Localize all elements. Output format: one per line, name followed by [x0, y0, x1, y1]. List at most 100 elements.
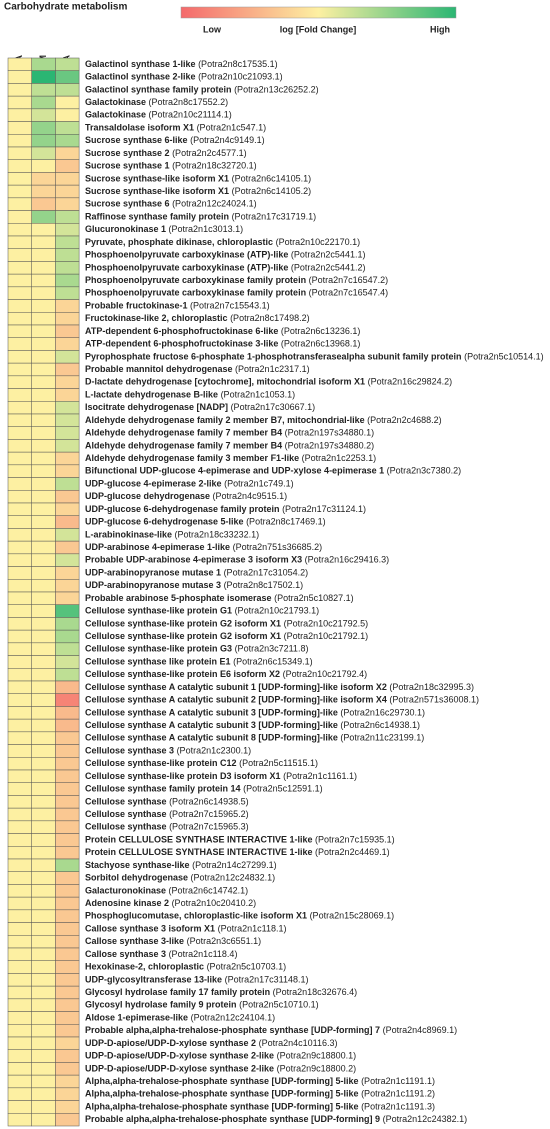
heatmap-cell [55, 1113, 80, 1127]
gene-id: (Potra2n1c1191.3) [361, 1102, 435, 1112]
gene-id: (Potra2n8c17535.1) [198, 59, 278, 69]
gene-id: (Potra2n7c15935.1) [315, 835, 395, 845]
row-label: Probable mannitol dehydrogenase (Potra2n… [85, 364, 310, 374]
heatmap-cell [55, 121, 80, 135]
gene-name: Cellulose synthase A catalytic subunit 8… [85, 733, 338, 743]
gene-name: Glycosyl hydrolase family 9 protein [85, 1000, 237, 1010]
heatmap-cell [55, 1049, 80, 1063]
heatmap-cell [31, 108, 56, 122]
gene-id: (Potra2n197s34880.2) [285, 441, 375, 451]
heatmap-cell [55, 553, 80, 567]
row-label: Callose synthase 3-like (Potra2n3c6551.1… [85, 937, 261, 947]
gene-name: UDP-D-apiose/UDP-D-xylose synthase 2 [85, 1038, 256, 1048]
gene-name: Raffinose synthase family protein [85, 212, 229, 222]
heatmap-cell [31, 515, 56, 529]
heatmap-cell [55, 566, 80, 580]
gene-id: (Potra2n15c28069.1) [310, 911, 395, 921]
heatmap-cell [55, 324, 80, 338]
row-label: Probable alpha,alpha-trehalose-phosphate… [85, 1115, 467, 1125]
heatmap-cell [31, 426, 56, 440]
heatmap-cell [55, 1036, 80, 1050]
row-label: Alpha,alpha-trehalose-phosphate synthase… [85, 1076, 435, 1086]
row-label: Pyrophosphate fructose 6-phosphate 1-pho… [85, 352, 544, 362]
gene-name: Galactinol synthase 1-like [85, 59, 196, 69]
gene-id: (Potra2n12c24104.1) [191, 1013, 276, 1023]
row-label: Cellulose synthase A catalytic subunit 3… [85, 720, 420, 730]
heatmap-cell [55, 604, 80, 618]
row-label: Alpha,alpha-trehalose-phosphate synthase… [85, 1102, 435, 1112]
heatmap-cell [31, 871, 56, 885]
gene-name: Aldehyde dehydrogenase family 3 member F… [85, 453, 299, 463]
gene-id: (Potra2n2c5441.1) [291, 250, 366, 260]
gene-id: (Potra2n6c14105.2) [232, 186, 312, 196]
heatmap-cell [55, 579, 80, 593]
heatmap-cell [31, 591, 56, 605]
heatmap-cell [31, 960, 56, 974]
heatmap-cell [31, 629, 56, 644]
heatmap-cell [7, 1062, 32, 1076]
heatmap-cell [55, 235, 80, 249]
heatmap-cell [31, 655, 56, 669]
heatmap-cell [55, 57, 80, 71]
colorbar-low-label: Low [203, 24, 222, 34]
row-label: Probable arabinose 5-phosphate isomerase… [85, 593, 354, 603]
gene-name: L-lactate dehydrogenase B-like [85, 390, 218, 400]
gene-id: (Potra2n8c17552.2) [149, 97, 229, 107]
heatmap-cell [31, 528, 56, 542]
heatmap-cell [31, 362, 56, 377]
gene-id: (Potra2n17c31719.1) [232, 212, 317, 222]
heatmap-cell [7, 273, 32, 288]
row-label: Cellulose synthase-like protein G3 (Potr… [85, 644, 308, 654]
gene-id: (Potra2n10c21792.5) [284, 619, 369, 629]
row-label: Galacturonokinase (Potra2n6c14742.1) [85, 886, 248, 896]
gene-id: (Potra2n6c15349.1) [233, 657, 313, 667]
heatmap-cell [31, 858, 56, 872]
gene-name: Sucrose synthase-like isoform X1 [85, 174, 229, 184]
row-label: Cellulose synthase-like protein G2 isofo… [85, 631, 368, 641]
heatmap-cell [55, 362, 80, 377]
heatmap-cell [31, 159, 56, 173]
heatmap-cell [31, 935, 56, 949]
heatmap-cell [7, 998, 32, 1012]
gene-name: Galactokinase [85, 110, 146, 120]
heatmap-cell [55, 973, 80, 987]
heatmap-cell [55, 706, 80, 720]
gene-id: (Potra2n7c16547.2) [309, 275, 389, 285]
heatmap-cell [31, 490, 56, 504]
gene-name: Cellulose synthase-like protein G1 [85, 606, 232, 616]
heatmap-cell [31, 83, 56, 97]
gene-name: Probable alpha,alpha-trehalose-phosphate… [85, 1026, 380, 1036]
gene-name: Cellulose synthase A catalytic subunit 3… [85, 708, 338, 718]
heatmap-cell [31, 197, 56, 211]
heatmap-cell [7, 515, 32, 529]
row-label: Stachyose synthase-like (Potra2n14c27299… [85, 860, 277, 870]
gene-name: ATP-dependent 6-phosphofructokinase 6-li… [85, 326, 278, 336]
row-label: UDP-D-apiose/UDP-D-xylose synthase 2-lik… [85, 1051, 356, 1061]
row-label: Cellulose synthase-like protein G2 isofo… [85, 619, 368, 629]
heatmap-cell [7, 884, 32, 898]
heatmap-cell [31, 566, 56, 580]
heatmap-cell [55, 528, 80, 542]
heatmap-cell [55, 629, 80, 644]
heatmap-cell [55, 464, 80, 478]
gene-name: Cellulose synthase [85, 797, 167, 807]
gene-name: UDP-glucose dehydrogenase [85, 492, 210, 502]
row-label: Phosphoenolpyruvate carboxykinase (ATP)-… [85, 263, 365, 273]
gene-id: (Potra2n5c10827.1) [274, 593, 354, 603]
heatmap-cell [55, 388, 80, 402]
heatmap-cell [55, 769, 80, 783]
gene-name: Cellulose synthase-like protein G2 isofo… [85, 631, 281, 641]
gene-id: (Potra2n2c4469.1) [315, 848, 390, 858]
heatmap-cell [31, 134, 56, 148]
heatmap-cell [55, 172, 80, 186]
gene-id: (Potra2n18c32720.1) [172, 161, 257, 171]
heatmap-cell [55, 108, 80, 122]
heatmap-cell [31, 121, 56, 135]
heatmap-cell [31, 998, 56, 1012]
heatmap-cell [7, 718, 32, 733]
heatmap-cell [7, 1011, 32, 1025]
heatmap-cell [7, 1113, 32, 1127]
heatmap-cell [31, 884, 56, 898]
gene-name: Probable mannitol dehydrogenase [85, 364, 233, 374]
gene-name: UDP-glucose 6-dehydrogenase family prote… [85, 504, 280, 514]
